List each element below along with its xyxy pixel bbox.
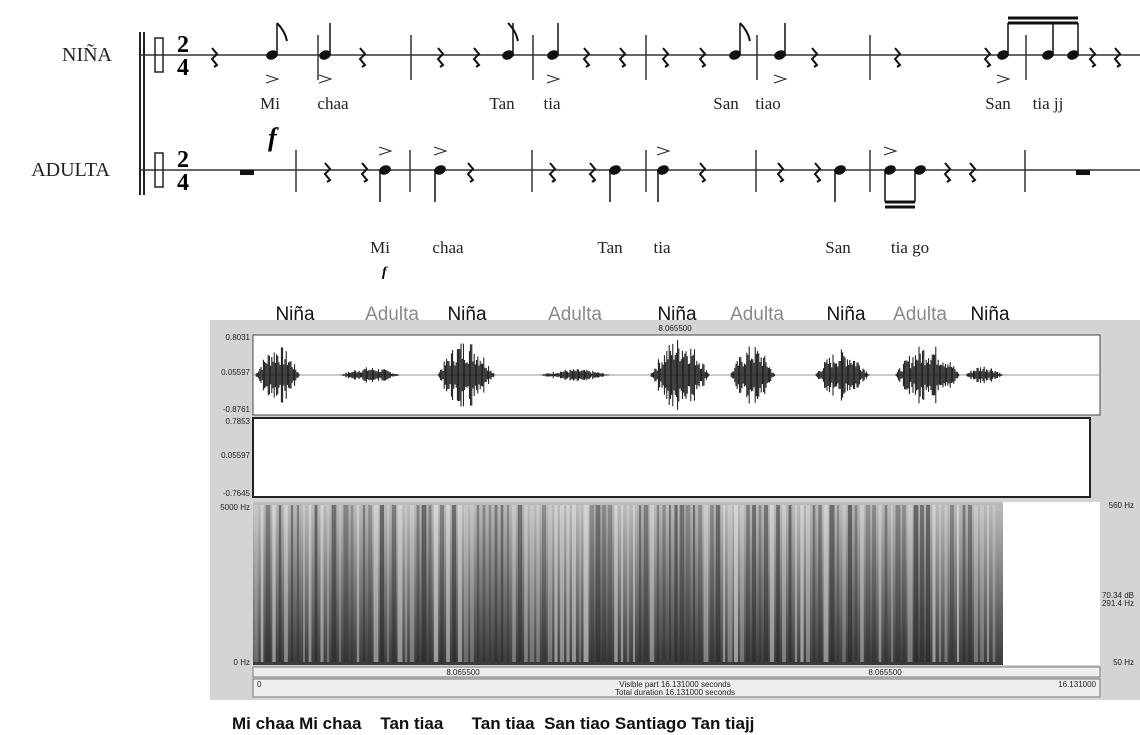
axis-label: -0.8761 <box>223 405 251 414</box>
speaker-label: Niña <box>970 304 1010 325</box>
time-label: 8.065500 <box>868 668 902 677</box>
time-label: 8.065500 <box>446 668 480 677</box>
speaker-label: Adulta <box>548 304 602 325</box>
lyric: Mi <box>370 238 390 257</box>
axis-label: -0.7645 <box>223 489 251 498</box>
lyric: San <box>825 238 851 257</box>
accent <box>319 75 331 83</box>
accent <box>657 147 669 155</box>
lyric: Mi <box>260 94 280 113</box>
rest <box>584 48 589 67</box>
accent <box>379 147 391 155</box>
caption: Mi chaa Mi chaa Tan tiaa Tan tiaa San ti… <box>232 714 754 733</box>
right-axis-label: 560 Hz <box>1109 501 1134 510</box>
rest <box>212 48 217 67</box>
rest <box>895 48 900 67</box>
speaker-label: Niña <box>275 304 315 325</box>
accent <box>774 75 786 83</box>
lyric: chaa <box>432 238 464 257</box>
axis-label: 0.05597 <box>221 451 250 460</box>
right-axis-label: 50 Hz <box>1113 658 1134 667</box>
rest <box>663 48 668 67</box>
accent <box>547 75 559 83</box>
rest <box>700 48 705 67</box>
range-end: 16.131000 <box>1058 680 1096 689</box>
whole-rest <box>240 170 254 175</box>
lyric: tiao <box>755 94 781 113</box>
dynamic: f <box>382 265 388 280</box>
second-pane <box>253 418 1090 497</box>
lyric: tia <box>654 238 671 257</box>
lyric: San <box>713 94 739 113</box>
lyric: tia <box>544 94 561 113</box>
rest <box>970 163 975 182</box>
time-signature: 4 <box>177 55 189 81</box>
axis-label: 0.8031 <box>226 333 251 342</box>
lyric: tia go <box>891 238 929 257</box>
rest <box>438 48 443 67</box>
figure: NIÑA24ADULTA24MichaaTantiaSantiaoSantia … <box>0 0 1140 735</box>
rest <box>945 163 950 182</box>
axis-label: 0.7853 <box>226 417 251 426</box>
speaker-label: Niña <box>657 304 697 325</box>
time-label: 8.065500 <box>658 324 692 333</box>
rest <box>700 163 705 182</box>
beam <box>1008 18 1078 23</box>
rest <box>550 163 555 182</box>
staff-label: NIÑA <box>62 42 113 66</box>
rest <box>1115 48 1120 67</box>
rest <box>360 48 365 67</box>
accent <box>997 75 1009 83</box>
speaker-label: Niña <box>447 304 487 325</box>
whole-rest <box>1076 170 1090 175</box>
speaker-label: Adulta <box>893 304 947 325</box>
lyric: tia jj <box>1033 94 1064 113</box>
right-axis-label: 291.4 Hz <box>1102 599 1134 608</box>
rest <box>590 163 595 182</box>
lyric: chaa <box>317 94 349 113</box>
speaker-label: Adulta <box>730 304 784 325</box>
beam <box>885 202 915 207</box>
rest <box>812 48 817 67</box>
speaker-label: Niña <box>826 304 866 325</box>
rest <box>468 163 473 182</box>
rest <box>985 48 990 67</box>
axis-label: 0 Hz <box>234 658 250 667</box>
accent <box>884 147 896 155</box>
rest <box>620 48 625 67</box>
accent <box>266 75 278 83</box>
total-duration: Total duration 16.131000 seconds <box>615 688 735 697</box>
accent <box>434 147 446 155</box>
rest <box>325 163 330 182</box>
lyric: Tan <box>597 238 623 257</box>
time-signature: 4 <box>177 170 189 196</box>
speaker-label: Adulta <box>365 304 419 325</box>
rest <box>362 163 367 182</box>
range-start: 0 <box>257 680 262 689</box>
rest <box>778 163 783 182</box>
lyric: San <box>985 94 1011 113</box>
rest <box>815 163 820 182</box>
axis-label: 0.05597 <box>221 368 250 377</box>
dynamic: f <box>268 123 279 152</box>
time-bar <box>253 667 1100 677</box>
rest <box>1090 48 1095 67</box>
staff-label: ADULTA <box>31 159 110 181</box>
axis-label: 5000 Hz <box>220 503 250 512</box>
lyric: Tan <box>489 94 515 113</box>
rest <box>474 48 479 67</box>
